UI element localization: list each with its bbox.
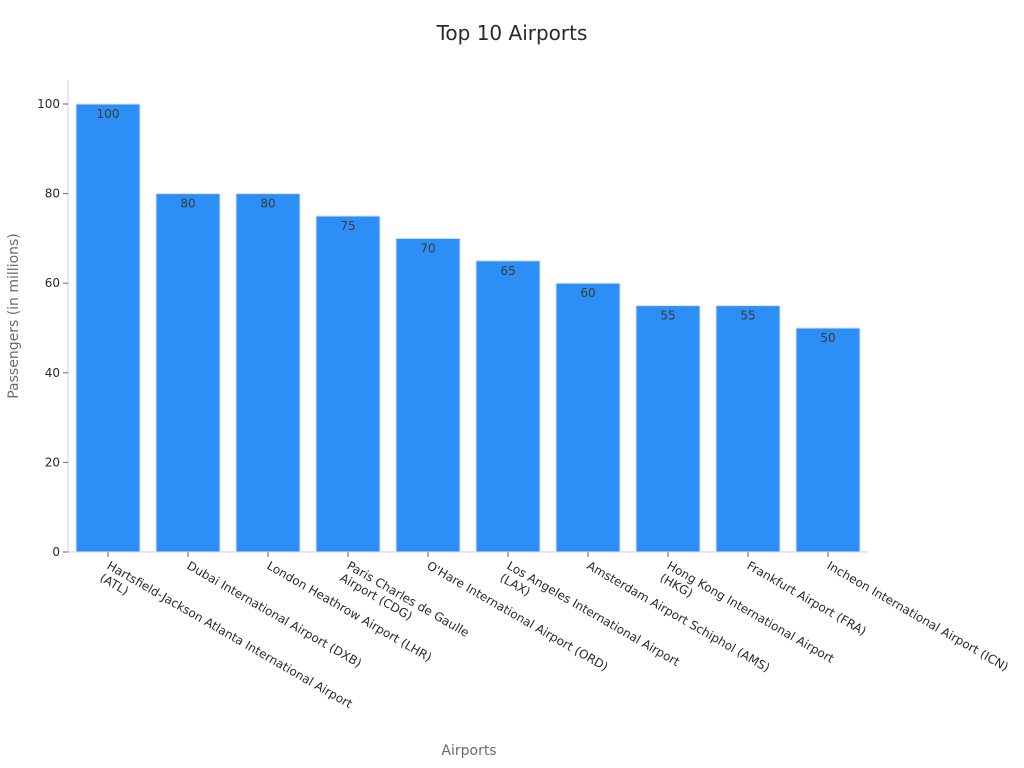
bar <box>795 327 861 553</box>
bar <box>395 237 461 553</box>
bar-value-label: 60 <box>580 286 595 300</box>
bar-value-label: 65 <box>500 264 515 278</box>
bar <box>155 193 221 553</box>
bar <box>555 282 621 553</box>
y-axis-title: Passengers (in millions) <box>6 233 22 399</box>
bar-value-label: 50 <box>820 331 835 345</box>
bar-value-label: 80 <box>180 197 195 211</box>
bars-group: 100 80 80 75 70 65 60 55 55 50 <box>75 103 861 553</box>
bar <box>315 215 381 553</box>
bar <box>235 193 301 553</box>
bar-value-label: 100 <box>97 107 120 121</box>
bar-value-label: 55 <box>740 309 755 323</box>
bar-value-label: 75 <box>340 219 355 233</box>
y-tick-label: 100 <box>37 97 60 111</box>
bar <box>75 103 141 553</box>
chart-title: Top 10 Airports <box>436 21 588 45</box>
bar <box>635 305 701 553</box>
y-axis-ticks: 0 20 40 60 80 100 <box>37 97 68 559</box>
x-axis-ticks: Hartsfield-Jackson Atlanta International… <box>98 552 1011 711</box>
bar-value-label: 80 <box>260 197 275 211</box>
bar-value-label: 70 <box>420 241 435 255</box>
bar <box>715 305 781 553</box>
bar <box>475 260 541 553</box>
y-tick-label: 40 <box>45 366 60 380</box>
y-tick-label: 0 <box>52 545 60 559</box>
y-tick-label: 20 <box>45 455 60 469</box>
x-axis-title: Airports <box>441 743 496 759</box>
y-tick-label: 80 <box>45 187 60 201</box>
y-tick-label: 60 <box>45 276 60 290</box>
bar-value-label: 55 <box>660 309 675 323</box>
